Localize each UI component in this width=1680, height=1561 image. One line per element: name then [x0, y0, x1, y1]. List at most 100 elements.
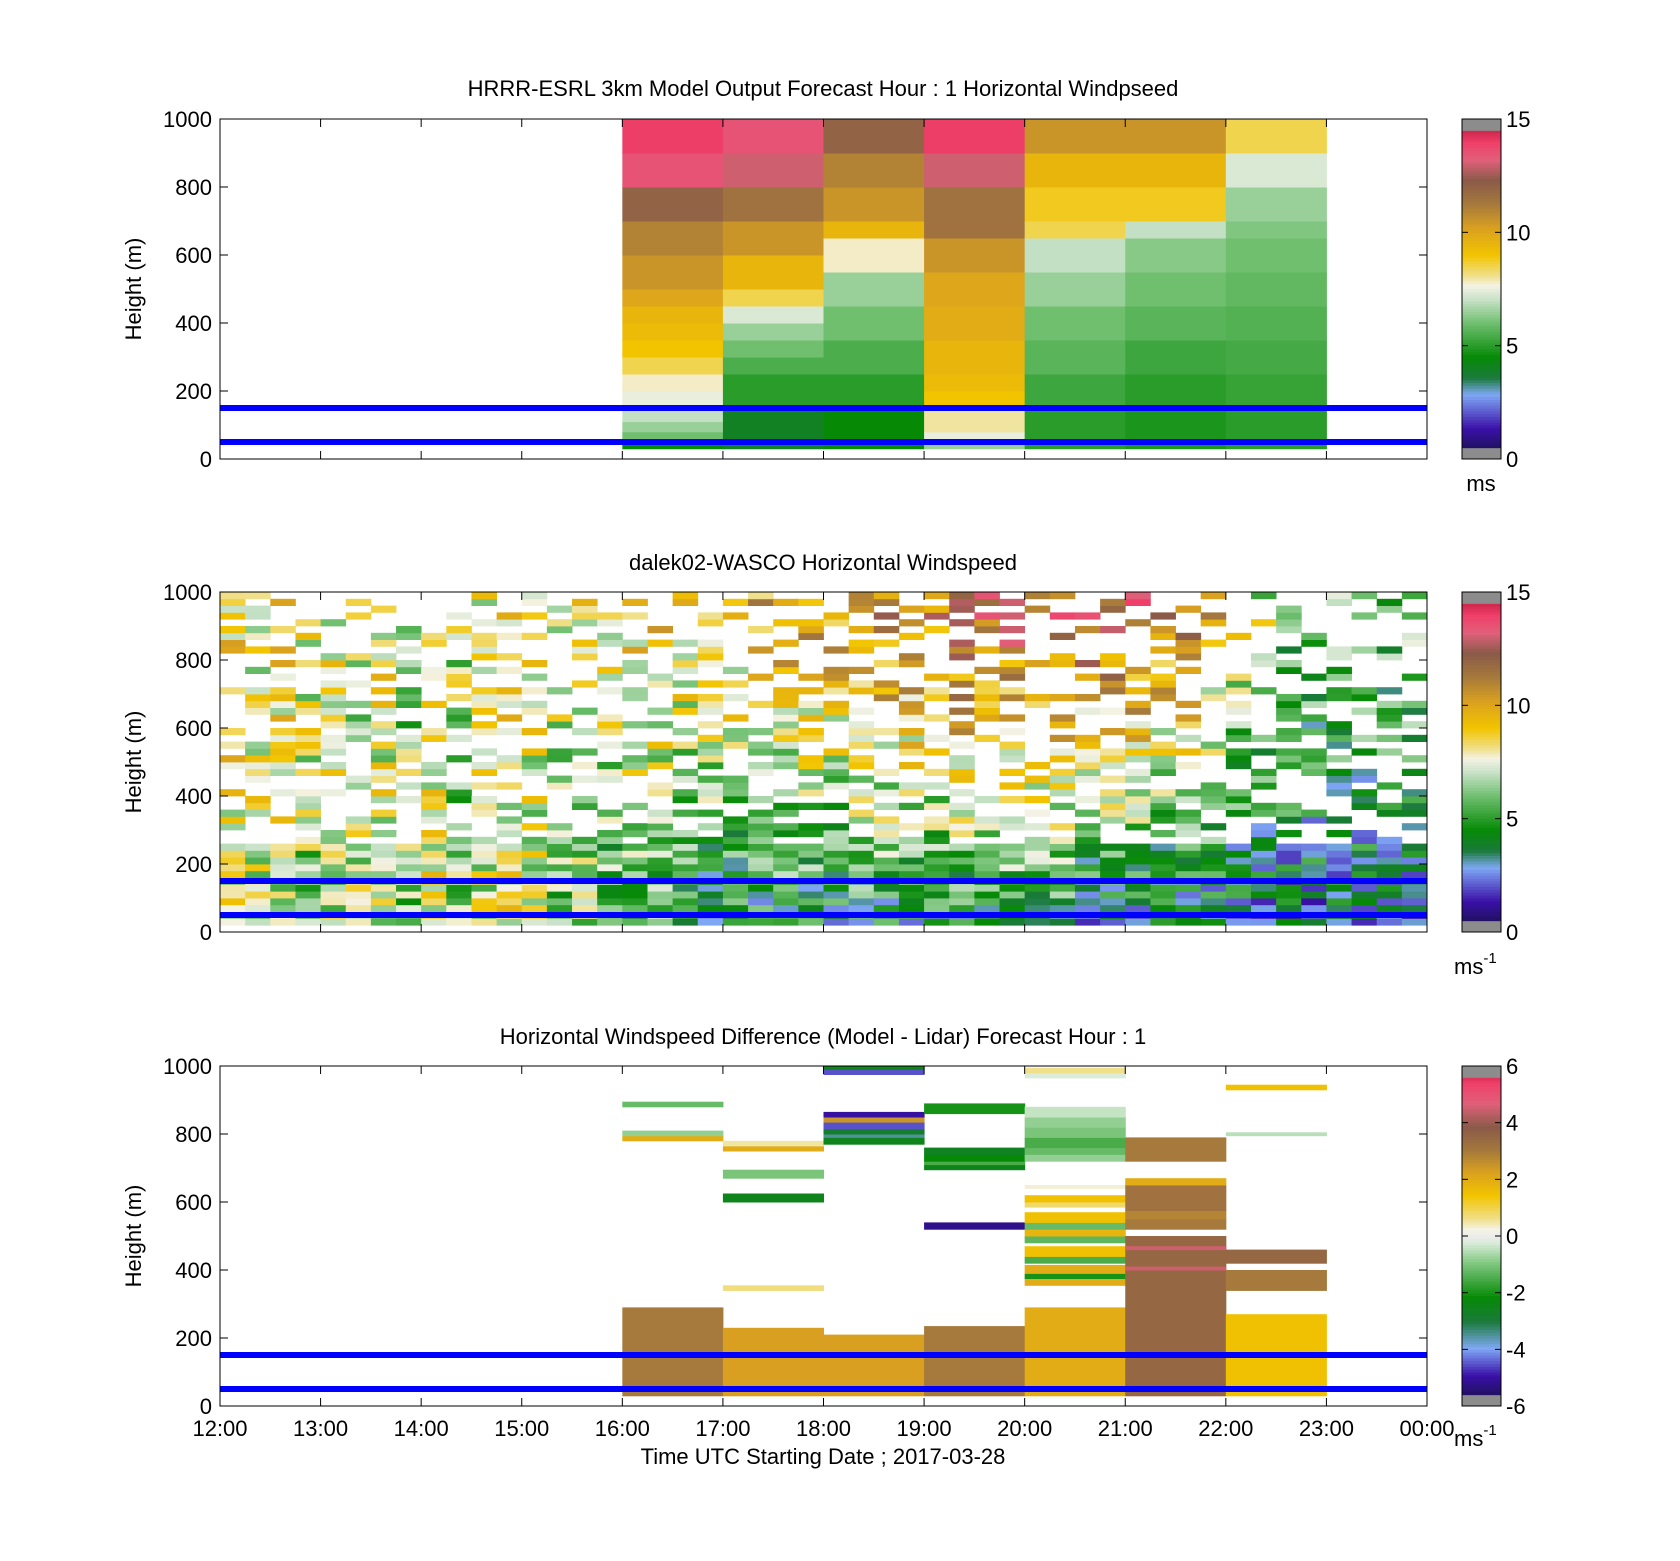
heatmap-cell — [924, 864, 950, 872]
heatmap-cell — [823, 153, 925, 188]
heatmap-cell — [1276, 734, 1302, 742]
heatmap-cell — [898, 700, 925, 708]
heatmap-cell — [1049, 836, 1076, 844]
heatmap-cell — [647, 741, 674, 749]
heatmap-cell — [924, 340, 1026, 375]
heatmap-cell — [1074, 836, 1101, 844]
colorbar-swatch — [1462, 682, 1501, 686]
heatmap-cell — [848, 598, 875, 606]
heatmap-cell — [974, 898, 1000, 906]
heatmap-cell — [949, 789, 975, 797]
colorbar-swatch — [1462, 620, 1501, 624]
heatmap-cell — [697, 857, 724, 865]
heatmap-cell — [521, 687, 548, 695]
colorbar-swatch — [1462, 416, 1501, 420]
x-tick-label: 20:00 — [997, 1416, 1052, 1441]
heatmap-cell — [1376, 605, 1403, 613]
colorbar-swatch — [1462, 1275, 1501, 1279]
y-tick-label: 200 — [175, 379, 212, 404]
colorbar-swatch — [1462, 269, 1501, 273]
heatmap-cell — [1326, 816, 1352, 824]
heatmap-cell — [848, 918, 875, 926]
heatmap-cell — [1150, 789, 1176, 797]
heatmap-cell — [798, 768, 824, 776]
colorbar-swatch — [1462, 1335, 1501, 1339]
heatmap-cell — [1024, 119, 1126, 154]
heatmap-cell — [295, 870, 321, 878]
colorbar-swatch — [1462, 1292, 1501, 1296]
heatmap-cell — [521, 700, 548, 708]
heatmap-cell — [220, 884, 246, 892]
heatmap-cell — [1049, 884, 1076, 892]
heatmap-cell — [898, 789, 925, 797]
colorbar-tick-label: 4 — [1506, 1111, 1518, 1136]
heatmap-cell — [999, 857, 1026, 865]
colorbar-swatch — [1462, 730, 1501, 735]
colorbar-swatch — [1462, 810, 1501, 814]
heatmap-cell — [421, 782, 447, 790]
colorbar-swatch — [1462, 150, 1501, 154]
heatmap-cell — [1074, 857, 1101, 865]
heatmap-cell — [496, 802, 523, 810]
heatmap-cell — [295, 707, 321, 715]
heatmap-cell — [1100, 850, 1126, 858]
colorbar-swatch — [1462, 408, 1501, 412]
heatmap-cell — [1074, 850, 1101, 858]
heatmap-cell — [370, 660, 397, 668]
heatmap-cell — [773, 823, 799, 831]
heatmap-cell — [496, 714, 523, 722]
heatmap-cell — [1125, 1137, 1227, 1162]
heatmap-cell — [220, 646, 246, 654]
colorbar-swatch — [1462, 762, 1501, 766]
heatmap-cell — [672, 789, 699, 797]
heatmap-cell — [697, 646, 724, 654]
heatmap-cell — [722, 1327, 824, 1397]
colorbar-swatch — [1462, 283, 1501, 287]
heatmap-cell — [345, 816, 372, 824]
heatmap-cell — [295, 796, 321, 804]
heatmap-cell — [974, 891, 1000, 899]
heatmap-cell — [1125, 741, 1151, 749]
heatmap-cell — [873, 680, 900, 688]
heatmap-cell — [722, 1169, 824, 1179]
heatmap-cell — [370, 741, 397, 749]
heatmap-cell — [1250, 660, 1277, 668]
heatmap-cell — [1401, 673, 1427, 681]
heatmap-cell — [722, 357, 824, 375]
heatmap-cell — [1150, 680, 1176, 688]
heatmap-cell — [1175, 898, 1202, 906]
heatmap-cell — [1049, 721, 1076, 729]
heatmap-cell — [546, 775, 573, 783]
heatmap-cell — [1401, 857, 1427, 865]
colorbar-swatch — [1462, 609, 1501, 613]
heatmap-cell — [722, 898, 749, 906]
heatmap-cell — [672, 775, 699, 783]
heatmap-cell — [270, 843, 296, 851]
heatmap-cell — [1401, 891, 1427, 899]
colorbar-swatch — [1462, 1295, 1501, 1299]
heatmap-cell — [546, 782, 573, 790]
heatmap-cell — [521, 850, 548, 858]
heatmap-cell — [924, 187, 1026, 239]
heatmap-cell — [1301, 694, 1327, 702]
heatmap-cell — [1125, 687, 1151, 695]
colorbar-swatch — [1462, 747, 1501, 752]
heatmap-cell — [220, 755, 246, 763]
heatmap-cell — [546, 626, 573, 634]
heatmap-cell — [446, 755, 472, 763]
heatmap-cell — [446, 680, 472, 688]
heatmap-cell — [1225, 221, 1327, 239]
heatmap-cell — [220, 741, 246, 749]
heatmap-cell — [898, 850, 925, 858]
heatmap-cell — [1125, 619, 1151, 627]
heatmap-cell — [873, 687, 900, 695]
heatmap-cell — [974, 687, 1000, 695]
colorbar-swatch — [1462, 306, 1501, 310]
heatmap-cell — [270, 850, 296, 858]
colorbar-swatch — [1462, 807, 1501, 811]
colorbar-swatch — [1462, 280, 1501, 284]
heatmap-cell — [823, 1128, 925, 1135]
heatmap-cell — [245, 687, 271, 695]
heatmap-cell — [1301, 898, 1327, 906]
heatmap-cell — [471, 762, 498, 770]
